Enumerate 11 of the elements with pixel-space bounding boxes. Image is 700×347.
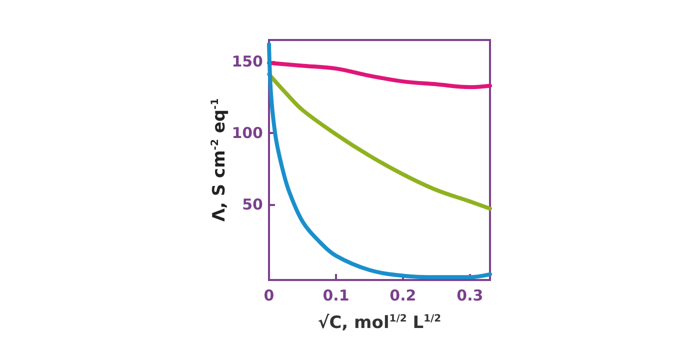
x-tick-label: 0.1 bbox=[322, 286, 350, 304]
y-axis-title: Λ, S cm-2 eq-1 bbox=[209, 98, 230, 222]
y-tick-label: 50 bbox=[242, 195, 263, 214]
y-tick-label: 150 bbox=[232, 52, 263, 70]
x-tick-label: 0 bbox=[264, 286, 274, 304]
line-series bbox=[267, 72, 492, 211]
y-tick-label: 100 bbox=[232, 124, 263, 142]
x-tick-label: 0.2 bbox=[390, 286, 416, 304]
line-series bbox=[267, 42, 492, 280]
x-tick-label: 0.3 bbox=[456, 286, 484, 304]
line-series bbox=[267, 60, 492, 90]
